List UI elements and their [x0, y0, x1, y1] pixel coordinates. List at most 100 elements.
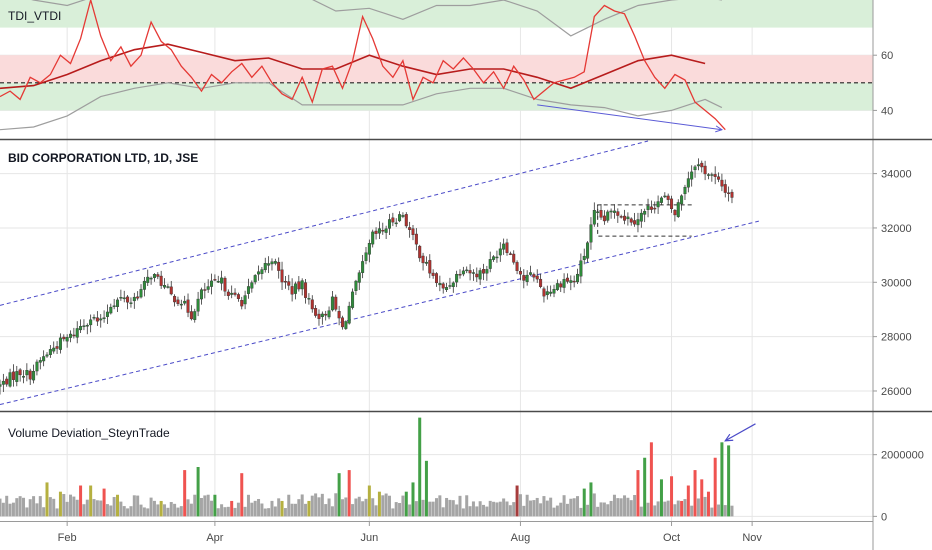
volume-bar — [176, 507, 180, 517]
candle-body — [693, 166, 697, 171]
rsi-line — [0, 0, 726, 131]
volume-bar — [475, 506, 479, 517]
volume-bar — [686, 485, 690, 517]
candle-body — [203, 289, 207, 291]
y-tick-label: 26000 — [881, 386, 912, 398]
candle-body — [277, 261, 281, 271]
candle-body — [122, 297, 126, 300]
volume-bar — [606, 504, 610, 517]
volume-bar — [445, 497, 449, 517]
candle-body — [713, 174, 717, 177]
volume-bar — [394, 502, 398, 517]
volume-bar — [11, 502, 15, 517]
volume-bar — [240, 473, 244, 517]
volume-bar — [592, 493, 596, 517]
candle-body — [485, 269, 489, 274]
candle-body — [149, 277, 153, 280]
y-tick-label: 2000000 — [881, 450, 924, 462]
volume-bar — [414, 501, 418, 517]
candle-body — [297, 281, 301, 290]
volume-bar — [347, 470, 351, 517]
indicator-lines — [0, 0, 726, 131]
volume-bar — [696, 498, 700, 517]
volume-bar — [223, 507, 227, 517]
volume-bar — [139, 504, 143, 517]
volume-bar — [62, 494, 66, 517]
candle-body — [616, 211, 620, 216]
volume-bar — [15, 498, 19, 517]
volume-bar — [22, 497, 26, 517]
volume-bar — [65, 501, 69, 517]
candle-body — [686, 178, 690, 188]
volume-bar — [569, 498, 573, 517]
volume-bar — [8, 503, 12, 517]
volume-bar — [391, 508, 395, 517]
y-tick-label: 60 — [881, 50, 893, 62]
volume-bar — [310, 495, 314, 517]
volume-bar — [424, 460, 428, 517]
volume-bar — [186, 499, 190, 517]
candle-body — [508, 253, 512, 255]
volume-bar — [55, 508, 59, 517]
candle-body — [126, 296, 130, 303]
y-tick-label: 40 — [881, 105, 893, 117]
candle-body — [559, 283, 563, 288]
candle-body — [435, 273, 439, 284]
volume-bar — [334, 493, 338, 517]
volume-bar — [535, 497, 539, 517]
candle-body — [250, 282, 254, 289]
candle-body — [414, 233, 418, 245]
volume-bar — [159, 500, 163, 517]
price-panel[interactable] — [0, 140, 759, 406]
x-tick-label: Feb — [58, 532, 77, 544]
candle-body — [670, 198, 674, 210]
volume-bar — [122, 506, 126, 517]
volume-bar — [529, 500, 533, 517]
volume-bar — [492, 501, 496, 517]
volume-bar — [586, 504, 590, 517]
volume-arrow-line — [724, 423, 756, 442]
candle-body — [522, 275, 526, 281]
candle-body — [579, 260, 583, 277]
candle-body — [340, 317, 344, 328]
candle-body — [246, 286, 250, 294]
volume-bar — [129, 506, 133, 517]
volume-panel[interactable] — [0, 417, 756, 517]
volume-bar — [1, 502, 5, 517]
volume-bar — [85, 499, 89, 517]
volume-bar — [183, 470, 187, 517]
volume-bar — [69, 494, 73, 517]
candle-body — [307, 298, 311, 300]
y-tick-label: 32000 — [881, 223, 912, 235]
indicator-panel[interactable] — [0, 0, 873, 133]
volume-bar — [703, 496, 707, 517]
volume-bar — [196, 467, 200, 517]
candle-body — [0, 384, 2, 387]
candle-body — [401, 215, 405, 217]
candle-body — [663, 195, 667, 198]
candle-body — [320, 313, 324, 318]
candle-body — [257, 271, 261, 275]
volume-bar — [297, 499, 301, 517]
candle-body — [283, 281, 287, 283]
candle-body — [451, 282, 455, 287]
volume-bar — [471, 501, 475, 517]
volume-bar — [482, 504, 486, 517]
candle-body — [287, 281, 291, 286]
volume-bar — [273, 506, 277, 517]
candle-body — [69, 333, 73, 338]
volume-bar — [169, 502, 173, 517]
candle-body — [582, 255, 586, 260]
candle-body — [112, 305, 116, 307]
volume-bar — [602, 502, 606, 517]
candle-body — [589, 224, 593, 243]
volume-bar — [257, 498, 261, 517]
volume-bar — [179, 506, 183, 517]
volume-bar — [539, 503, 543, 517]
volume-bar — [525, 494, 529, 517]
candle-body — [129, 302, 133, 304]
candle-body — [532, 274, 536, 278]
volume-bar — [633, 494, 637, 517]
volume-bar — [314, 493, 318, 517]
candle-body — [730, 191, 734, 198]
